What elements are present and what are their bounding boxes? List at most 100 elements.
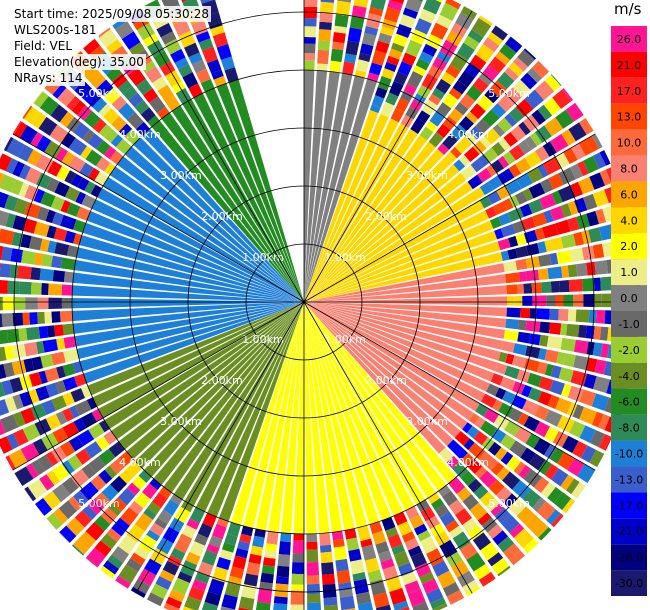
noise-gate — [30, 403, 47, 420]
noise-gate — [491, 428, 507, 444]
noise-gate — [74, 510, 92, 528]
noise-gate — [19, 374, 33, 390]
noise-gate — [567, 264, 578, 278]
noise-gate — [204, 591, 221, 606]
noise-gate — [561, 383, 572, 398]
noise-gate — [54, 181, 70, 198]
noise-gate — [46, 512, 63, 530]
noise-gate — [548, 322, 562, 335]
noise-gate — [448, 476, 466, 495]
noise-gate — [531, 109, 546, 126]
noise-gate — [278, 541, 291, 556]
noise-gate — [0, 280, 9, 294]
noise-gate — [112, 497, 127, 512]
noise-gate — [146, 529, 160, 542]
noise-gate — [4, 396, 18, 413]
noise-gate — [97, 27, 111, 39]
noise-gate — [571, 482, 586, 499]
azimuth-line — [135, 10, 305, 303]
noise-gate — [491, 557, 510, 575]
noise-gate — [72, 490, 89, 507]
noise-gate — [490, 373, 504, 386]
noise-gate — [489, 80, 507, 98]
velocity-ray — [304, 75, 365, 303]
noise-gate — [387, 533, 403, 549]
noise-gate — [220, 56, 235, 71]
range-ring-label: 1.00km — [242, 333, 284, 346]
noise-gate — [53, 324, 64, 337]
noise-gate — [178, 533, 193, 545]
noise-gate — [126, 482, 141, 496]
noise-gate — [159, 486, 172, 499]
noise-gate — [509, 523, 525, 538]
noise-gate — [549, 379, 565, 396]
noise-gate — [438, 485, 451, 497]
noise-gate — [549, 308, 559, 321]
noise-gate — [500, 224, 516, 238]
noise-gate — [492, 124, 506, 137]
noise-gate — [227, 522, 241, 537]
velocity-ray — [304, 241, 501, 302]
noise-gate — [38, 370, 48, 384]
noise-gate — [591, 393, 609, 411]
velocity-ray — [304, 302, 490, 392]
colorbar-swatch — [611, 129, 647, 156]
noise-gate — [39, 238, 50, 252]
noise-gate — [538, 527, 552, 541]
noise-gate — [478, 571, 496, 587]
noise-gate — [165, 596, 183, 609]
noise-gate — [460, 6, 478, 20]
noise-gate — [1, 246, 13, 262]
velocity-ray — [304, 302, 355, 531]
noise-gate — [506, 284, 518, 295]
colorbar-tick-label: 13.0 — [617, 111, 642, 124]
velocity-ray — [74, 259, 304, 302]
noise-gate — [457, 70, 475, 88]
noise-gate — [570, 181, 584, 198]
noise-gate — [427, 492, 441, 505]
noise-gate — [488, 442, 502, 456]
velocity-ray — [76, 247, 304, 302]
noise-gate — [523, 415, 540, 432]
noise-gate — [276, 565, 290, 578]
noise-gate — [404, 580, 421, 594]
noise-gate — [81, 194, 96, 209]
noise-gate — [180, 500, 194, 513]
noise-gate — [575, 262, 588, 277]
noise-gate — [138, 469, 152, 484]
noise-gate — [494, 447, 508, 461]
noise-gate — [385, 527, 399, 538]
velocity-ray — [304, 210, 490, 302]
noise-gate — [23, 358, 35, 373]
noise-gate — [462, 517, 478, 533]
noise-gate — [522, 488, 542, 508]
noise-gate — [0, 245, 4, 261]
noise-gate — [589, 172, 606, 190]
noise-gate — [321, 562, 335, 575]
noise-gate — [61, 460, 75, 475]
noise-gate — [58, 500, 78, 520]
noise-gate — [445, 30, 463, 47]
noise-gate — [81, 463, 96, 479]
noise-gate — [37, 311, 45, 325]
noise-gate — [551, 468, 569, 487]
noise-gate — [47, 160, 63, 177]
noise-gate — [492, 201, 508, 215]
noise-gate — [491, 141, 506, 157]
noise-gate — [562, 88, 573, 102]
noise-gate — [23, 106, 39, 124]
noise-gate — [511, 395, 527, 410]
noise-gate — [510, 125, 526, 142]
noise-gate — [594, 359, 607, 375]
range-ring-label: 1.00km — [324, 333, 366, 346]
noise-gate — [52, 269, 66, 283]
velocity-ray — [304, 302, 507, 328]
velocity-ray — [304, 302, 404, 517]
colorbar-tick-label: 8.0 — [620, 163, 638, 176]
noise-gate — [497, 212, 512, 226]
velocity-ray — [98, 302, 304, 418]
noise-gate — [508, 408, 523, 423]
noise-gate — [202, 512, 217, 528]
noise-gate — [357, 525, 371, 542]
noise-gate — [255, 601, 271, 610]
